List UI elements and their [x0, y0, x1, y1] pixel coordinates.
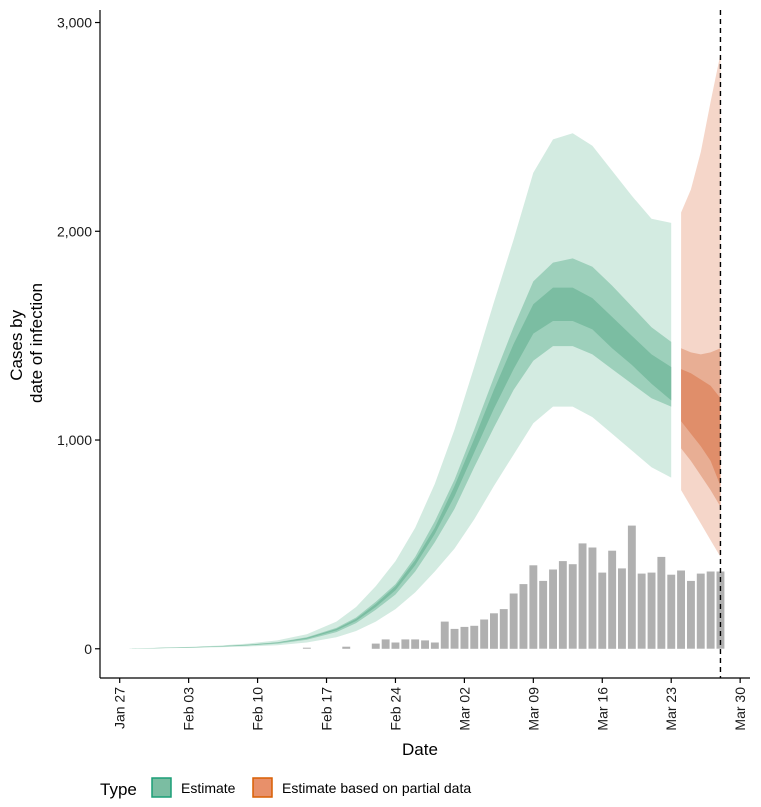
bar [627, 525, 636, 649]
bar [430, 642, 439, 649]
legend-label-partial: Estimate based on partial data [282, 780, 471, 796]
y-tick-label: 0 [84, 641, 92, 657]
bar [391, 642, 400, 649]
bar [578, 543, 587, 649]
bar [499, 609, 508, 649]
bar [568, 564, 577, 649]
x-tick-label: Feb 10 [250, 687, 266, 731]
legend-title: Type [100, 780, 137, 799]
y-tick-label: 2,000 [57, 223, 92, 239]
bar [509, 593, 518, 649]
y-axis-title-line-1: Cases by [7, 309, 26, 380]
legend-key-partial [252, 777, 273, 798]
partial-ribbon-inner [681, 369, 721, 486]
bar [381, 639, 390, 649]
bar [450, 628, 459, 649]
bar [696, 573, 705, 649]
bar [519, 584, 528, 649]
bar [470, 625, 479, 649]
bar [529, 565, 538, 649]
bar [637, 573, 646, 649]
bar [342, 646, 351, 649]
x-tick-label: Mar 02 [456, 687, 472, 731]
x-tick-label: Mar 09 [525, 687, 541, 731]
bar [440, 621, 449, 649]
ribbon-layer [129, 53, 721, 649]
bar [549, 569, 557, 649]
y-axis-title-line-2: date of infection [27, 283, 46, 403]
estimate-ribbon-outer [129, 133, 672, 649]
x-tick-label: Feb 24 [387, 687, 403, 731]
bar [558, 561, 567, 649]
axes: 0 1,000 2,000 3,000 Jan 27 Feb 03 Feb 10 Feb 17… [57, 10, 750, 731]
bar [608, 550, 617, 649]
bar [401, 639, 410, 649]
bar [618, 568, 626, 649]
bar [657, 556, 666, 649]
bar [371, 643, 380, 649]
bar [647, 572, 656, 649]
bar [490, 613, 498, 649]
bar [421, 640, 429, 649]
bar [677, 570, 685, 649]
bar [667, 574, 676, 649]
legend-key-estimate [151, 777, 172, 798]
legend: Type Estimate Estimate based on partial … [100, 777, 471, 799]
x-axis-title: Date [402, 740, 438, 759]
x-tick-label: Mar 16 [594, 687, 610, 731]
bar [588, 547, 597, 649]
estimate-ribbon-mid [129, 258, 672, 649]
x-tick-label: Mar 23 [663, 687, 679, 731]
bar [460, 626, 469, 649]
estimate-ribbon-inner [129, 287, 672, 649]
y-tick-label: 3,000 [57, 15, 92, 31]
bar [598, 572, 607, 649]
bar [480, 619, 489, 649]
bar [706, 571, 715, 649]
x-tick-label: Feb 03 [181, 687, 197, 731]
bar [302, 647, 311, 649]
y-tick-label: 1,000 [57, 432, 92, 448]
legend-label-estimate: Estimate [181, 780, 236, 796]
bar [687, 580, 695, 649]
bar [716, 571, 725, 649]
bar [411, 639, 420, 649]
bar-layer [302, 525, 725, 649]
x-tick-label: Mar 30 [732, 687, 748, 731]
bar [539, 580, 548, 649]
x-tick-label: Feb 17 [319, 687, 335, 731]
x-tick-label: Jan 27 [112, 687, 128, 729]
y-axis-title: Cases by date of infection [7, 283, 46, 403]
